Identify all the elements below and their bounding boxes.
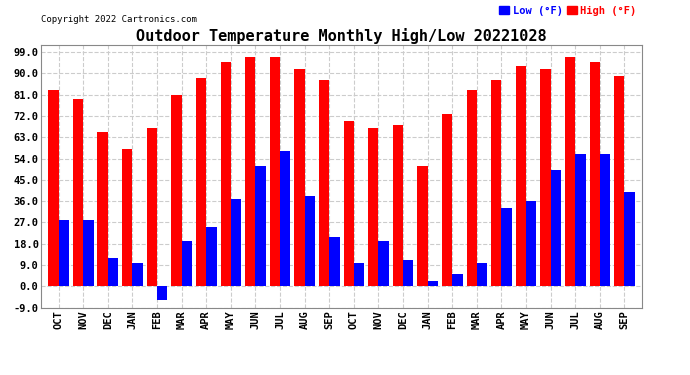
Bar <box>171 94 181 286</box>
Bar <box>491 81 502 286</box>
Bar <box>122 149 132 286</box>
Bar <box>428 282 438 286</box>
Bar <box>368 128 378 286</box>
Bar <box>502 208 512 286</box>
Bar <box>452 274 462 286</box>
Bar <box>515 66 526 286</box>
Bar <box>97 132 108 286</box>
Bar <box>157 286 168 300</box>
Bar <box>600 154 610 286</box>
Bar <box>551 170 561 286</box>
Bar <box>280 152 290 286</box>
Bar <box>147 128 157 286</box>
Bar <box>132 262 143 286</box>
Text: Copyright 2022 Cartronics.com: Copyright 2022 Cartronics.com <box>41 15 197 24</box>
Bar <box>48 90 59 286</box>
Bar <box>206 227 217 286</box>
Bar <box>540 69 551 286</box>
Bar <box>344 121 354 286</box>
Bar <box>393 125 403 286</box>
Bar <box>575 154 586 286</box>
Bar <box>59 220 69 286</box>
Bar <box>108 258 118 286</box>
Bar <box>477 262 487 286</box>
Title: Outdoor Temperature Monthly High/Low 20221028: Outdoor Temperature Monthly High/Low 202… <box>136 28 547 44</box>
Bar <box>270 57 280 286</box>
Bar <box>329 237 339 286</box>
Bar <box>73 99 83 286</box>
Bar <box>221 62 231 286</box>
Bar <box>295 69 305 286</box>
Bar <box>417 166 428 286</box>
Bar <box>354 262 364 286</box>
Bar <box>231 199 241 286</box>
Bar <box>196 78 206 286</box>
Bar <box>614 76 624 286</box>
Bar <box>526 201 536 286</box>
Bar <box>565 57 575 286</box>
Bar <box>624 192 635 286</box>
Bar <box>319 81 329 286</box>
Bar <box>442 114 452 286</box>
Legend: Low (°F), High (°F): Low (°F), High (°F) <box>499 6 636 16</box>
Bar <box>181 241 192 286</box>
Bar <box>305 196 315 286</box>
Bar <box>83 220 94 286</box>
Bar <box>403 260 413 286</box>
Bar <box>589 62 600 286</box>
Bar <box>255 166 266 286</box>
Bar <box>378 241 388 286</box>
Bar <box>245 57 255 286</box>
Bar <box>466 90 477 286</box>
